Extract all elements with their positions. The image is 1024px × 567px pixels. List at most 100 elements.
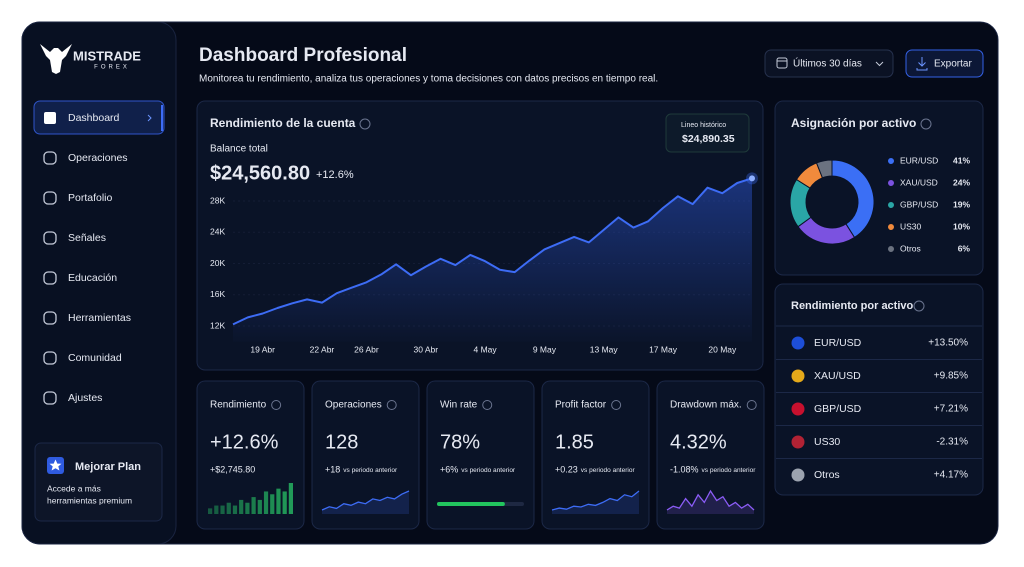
asset-change: +13.50% xyxy=(928,338,968,349)
kpi-note: vs periodo anterior xyxy=(581,467,636,474)
sparkline-bar xyxy=(251,497,256,514)
nav-icon xyxy=(44,112,56,124)
progress-fill xyxy=(437,502,505,506)
nav-item[interactable]: Dashboard xyxy=(68,112,120,124)
x-tick-label: 4 May xyxy=(474,344,498,354)
nav-item[interactable]: Portafolio xyxy=(68,192,113,204)
balance-label: Balance total xyxy=(210,144,268,155)
page-title: Dashboard Profesional xyxy=(199,45,407,66)
upgrade-title[interactable]: Mejorar Plan xyxy=(75,461,141,473)
sparkline-bar xyxy=(214,505,219,514)
legend-label: EUR/USD xyxy=(900,155,938,165)
legend-value: 41% xyxy=(953,155,970,165)
sparkline-bar xyxy=(208,508,213,514)
sparkline-area xyxy=(322,491,409,514)
nav-item[interactable]: Comunidad xyxy=(68,352,122,364)
sparkline-bar xyxy=(276,488,281,514)
line-area xyxy=(233,178,752,342)
tooltip-label: Lineo histórico xyxy=(681,122,726,129)
line xyxy=(232,177,753,326)
kpi-title: Rendimiento xyxy=(210,400,267,411)
asset-change: +9.85% xyxy=(934,371,968,382)
chevron-icon xyxy=(147,114,152,122)
kpi-note: vs periodo anterior xyxy=(343,467,398,474)
legend-value: 6% xyxy=(958,243,971,253)
card-title: Rendimiento de la cuenta xyxy=(210,116,356,130)
legend-value: 19% xyxy=(953,199,970,209)
x-tick-label: 22 Abr xyxy=(310,344,335,354)
sparkline-bar xyxy=(288,483,293,514)
nav-icon xyxy=(43,351,57,365)
nav-active-bg[interactable] xyxy=(33,100,165,135)
nav-icon xyxy=(43,191,57,205)
info-icon[interactable] xyxy=(920,118,932,130)
x-tick-label: 19 Abr xyxy=(250,344,275,354)
line-end-point xyxy=(749,175,755,182)
info-icon[interactable] xyxy=(386,400,397,410)
y-tick-label: 12K xyxy=(210,320,225,330)
legend-label: US30 xyxy=(900,221,922,231)
x-tick-label: 9 May xyxy=(533,344,557,354)
info-icon[interactable] xyxy=(271,400,282,410)
kpi-change: +$2,745.80 xyxy=(210,464,255,474)
nav-item[interactable]: Operaciones xyxy=(68,152,128,164)
sparkline-bar xyxy=(282,491,287,514)
sparkline xyxy=(666,489,755,511)
legend-dot xyxy=(888,246,894,252)
asset-icon xyxy=(791,435,805,449)
kpi-value: 128 xyxy=(325,431,358,453)
donut-slice xyxy=(831,159,875,239)
legend-value: 10% xyxy=(953,221,970,231)
info-icon[interactable] xyxy=(913,300,925,312)
export-label[interactable]: Exportar xyxy=(934,59,972,70)
info-icon[interactable] xyxy=(482,400,493,410)
asset-icon xyxy=(791,468,805,482)
kpi-value: +12.6% xyxy=(210,431,279,453)
balance-value: $24,560.80 xyxy=(210,162,310,184)
info-icon[interactable] xyxy=(359,118,371,130)
info-icon[interactable] xyxy=(611,400,622,410)
sidebar xyxy=(21,21,177,545)
nav-icon xyxy=(43,151,57,165)
period-dropdown[interactable] xyxy=(764,49,894,78)
card-title: Asignación por activo xyxy=(791,116,916,130)
asset-name: GBP/USD xyxy=(814,403,862,415)
kpi-change: +6% xyxy=(440,464,458,474)
page-subtitle: Monitorea tu rendimiento, analiza tus op… xyxy=(199,74,658,85)
legend-value: 24% xyxy=(953,177,970,187)
nav-icon xyxy=(43,391,57,405)
legend-dot xyxy=(888,202,894,208)
nav-item[interactable]: Herramientas xyxy=(68,312,131,324)
asset-change: -2.31% xyxy=(936,437,968,448)
y-tick-label: 20K xyxy=(210,258,225,268)
kpi-title: Profit factor xyxy=(555,400,607,411)
x-tick-label: 20 May xyxy=(708,344,737,354)
asset-name: EUR/USD xyxy=(814,337,862,349)
x-tick-label: 13 May xyxy=(590,344,619,354)
asset-icon xyxy=(791,336,805,350)
chevron-icon xyxy=(875,61,884,67)
kpi-value: 4.32% xyxy=(670,431,727,453)
sparkline-bar xyxy=(226,502,231,514)
legend-dot xyxy=(888,224,894,230)
upgrade-card[interactable] xyxy=(34,442,163,522)
nav-item[interactable]: Educación xyxy=(68,272,117,284)
nav-icon xyxy=(43,271,57,285)
asset-name: Otros xyxy=(814,469,840,481)
kpi-title: Win rate xyxy=(440,400,478,411)
donut-slice xyxy=(815,159,833,179)
nav-active-bar xyxy=(161,105,163,131)
legend-dot xyxy=(888,158,894,164)
upgrade-text: herramientas premium xyxy=(47,495,132,505)
kpi-change: -1.08% xyxy=(670,464,699,474)
nav-item[interactable]: Señales xyxy=(68,232,106,244)
legend-label: Otros xyxy=(900,243,921,253)
sparkline-area xyxy=(667,491,754,514)
info-icon[interactable] xyxy=(746,400,757,410)
period-label[interactable]: Últimos 30 días xyxy=(793,57,862,70)
asset-icon xyxy=(791,402,805,416)
nav-item[interactable]: Ajustes xyxy=(68,392,102,404)
